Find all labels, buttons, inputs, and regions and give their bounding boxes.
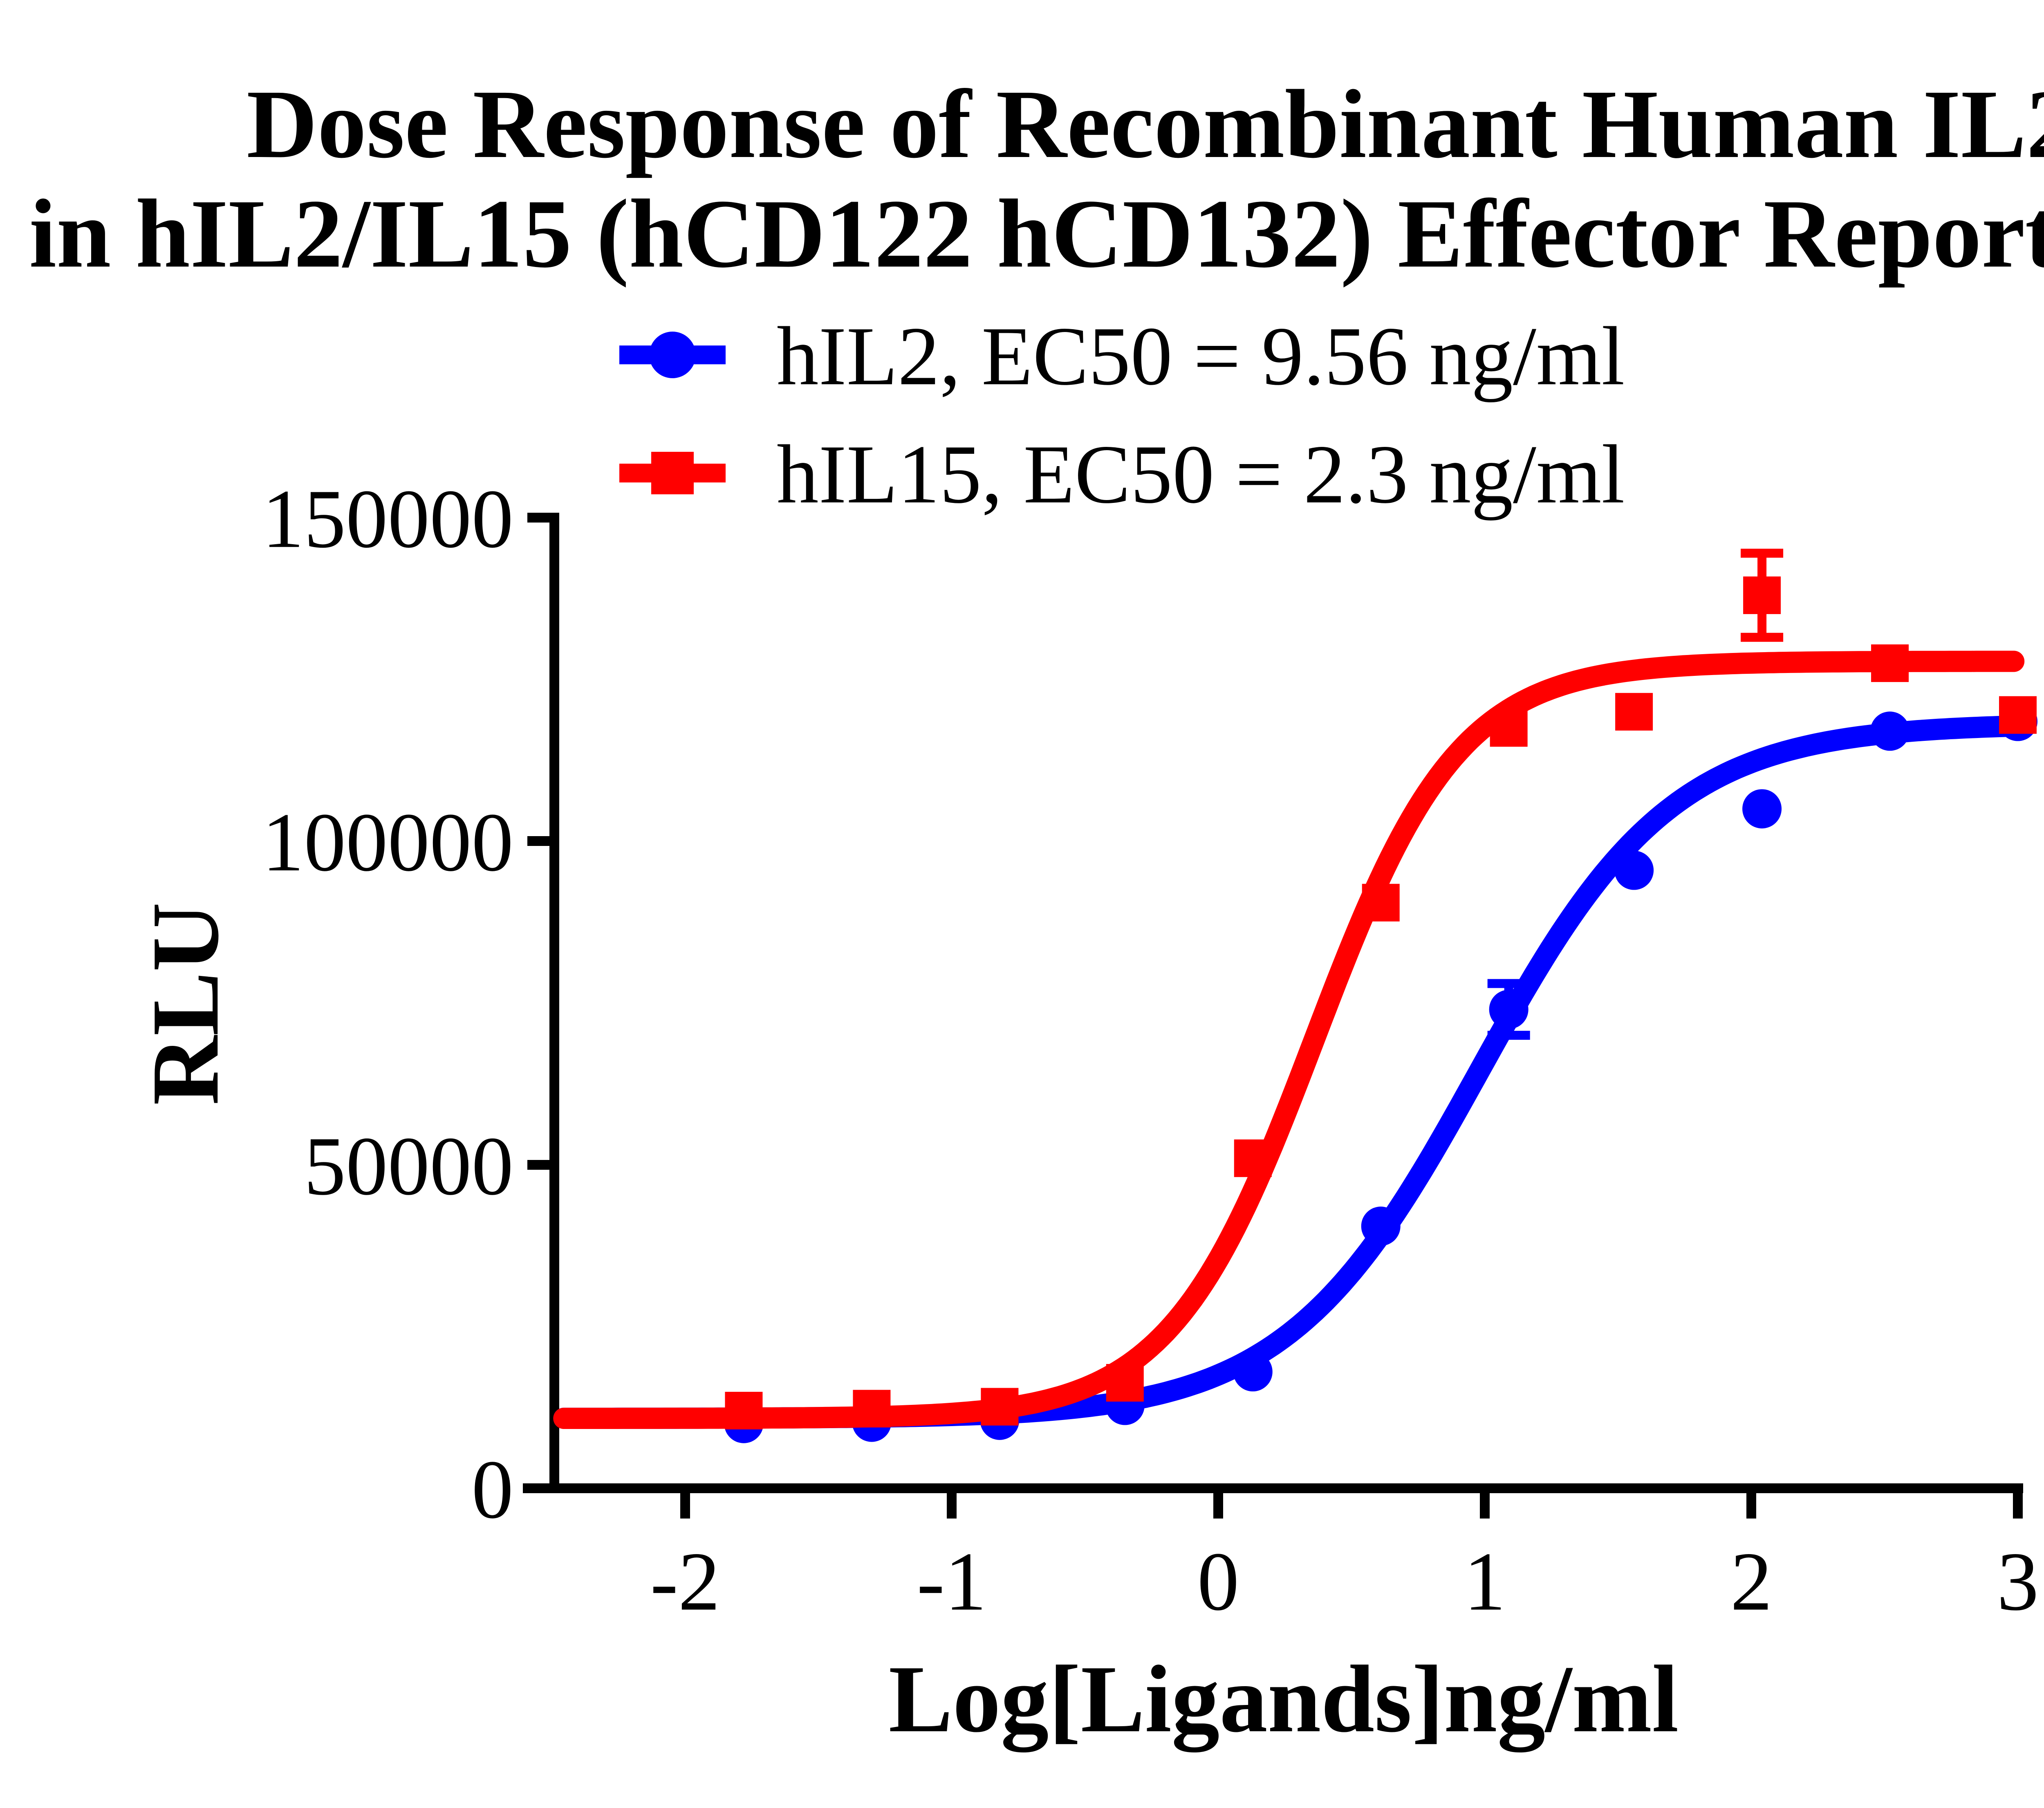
y-tick-50000 (527, 1160, 551, 1170)
x-tick-label-1: 1 (1464, 1535, 1506, 1628)
hIL15-data-point (1362, 884, 1400, 922)
hIL2-data-point (1489, 989, 1529, 1029)
hIL15-data-point (1743, 576, 1781, 614)
hIL2-data-point (1614, 850, 1654, 890)
hIL15-data-point (1615, 693, 1653, 731)
x-tick-neg1 (947, 1493, 957, 1519)
x-tick-neg2 (680, 1493, 690, 1519)
hIL15-data-point (853, 1390, 891, 1428)
hIL15-data-point (1871, 644, 1909, 682)
y-tick-label-0: 0 (472, 1443, 514, 1536)
hIL15-data-point (981, 1388, 1019, 1426)
x-tick-label-3: 3 (1997, 1535, 2039, 1628)
chart-title-line2: in hIL2/IL15 (hCD122 hCD132) Effector Re… (29, 179, 2044, 288)
legend-label-hIL15: hIL15, EC50 = 2.3 ng/ml (777, 428, 1625, 521)
x-tick-label-0: 0 (1197, 1535, 1239, 1628)
hIL15-data-point (1106, 1364, 1144, 1402)
y-tick-label-50000: 50000 (304, 1120, 514, 1213)
x-tick-3 (2013, 1493, 2023, 1519)
hIL15-data-point (1234, 1139, 1272, 1177)
x-tick-2 (1746, 1493, 1756, 1519)
y-axis-title: RLU (132, 902, 238, 1105)
hIL2-data-point (1233, 1352, 1273, 1392)
y-tick-0 (527, 1483, 551, 1493)
x-tick-0 (1213, 1493, 1223, 1519)
y-tick-100000 (527, 836, 551, 846)
chart-title-line1: Dose Response of Recombinant Human IL2/I… (247, 70, 2044, 178)
axes (523, 513, 2023, 1519)
y-axis-line (549, 513, 559, 1493)
legend-label-hIL2: hIL2, EC50 = 9.56 ng/ml (777, 310, 1625, 403)
plot-series (553, 549, 2037, 1443)
hIL15-fit-curve (553, 651, 2025, 1429)
legend-circle-marker-hIL2 (649, 332, 696, 378)
x-tick-label-neg2: -2 (650, 1535, 720, 1628)
y-tick-label-150000: 150000 (262, 473, 513, 565)
hIL2-data-point (1742, 789, 1782, 829)
x-axis-line (523, 1483, 2023, 1493)
x-tick-label-neg1: -1 (917, 1535, 987, 1628)
hIL2-fit-curve (553, 715, 2025, 1429)
hIL2-data-point (1361, 1207, 1401, 1246)
hIL15-data-point (1490, 709, 1528, 747)
hIL15-data-point (725, 1392, 763, 1430)
hIL2-data-point (1870, 711, 1910, 751)
x-tick-1 (1480, 1493, 1490, 1519)
x-tick-label-2: 2 (1730, 1535, 1773, 1628)
x-axis-title: Log[Ligands]ng/ml (889, 1646, 1679, 1752)
y-tick-label-100000: 100000 (262, 796, 513, 889)
legend: hIL2, EC50 = 9.56 ng/ml hIL15, EC50 = 2.… (619, 310, 1625, 521)
y-tick-150000 (527, 513, 551, 523)
hIL15-data-point (1999, 696, 2037, 734)
legend-square-marker-hIL15 (651, 452, 694, 494)
tick-labels: 0 50000 100000 150000 -2 -1 0 1 2 3 (262, 473, 2039, 1628)
